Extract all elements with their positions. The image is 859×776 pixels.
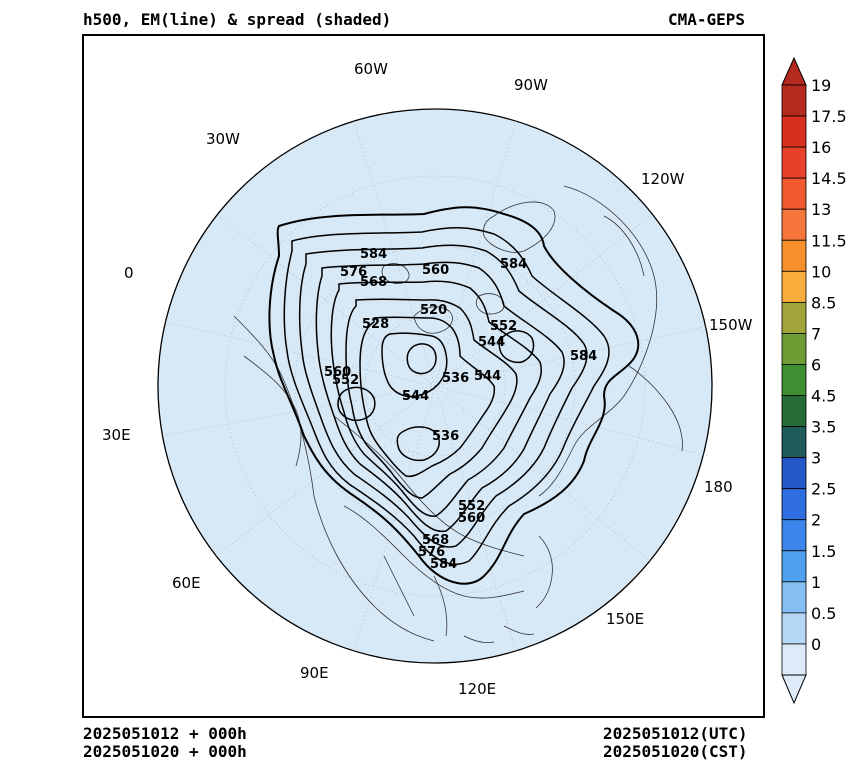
- mean-contours: [268, 206, 640, 585]
- colorbar-swatch: [781, 177, 807, 210]
- colorbar-tick-label: 1.5: [811, 542, 836, 561]
- colorbar-tick-label: 0.5: [811, 604, 836, 623]
- contour-label: 584: [500, 257, 527, 272]
- colorbar-tick-label: 3: [811, 449, 821, 468]
- colorbar-tick-label: 11.5: [811, 231, 847, 250]
- graticule: [161, 120, 710, 652]
- valid-time-utc: 2025051012(UTC): [603, 724, 748, 743]
- colorbar-swatch: [781, 581, 807, 614]
- colorbar-tick-label: 4.5: [811, 387, 836, 406]
- lon-label-90w: 90W: [514, 76, 548, 94]
- contour-label: 560: [422, 263, 449, 278]
- colorbar-swatch: [781, 457, 807, 490]
- colorbar-swatch: [781, 146, 807, 179]
- contour-label: 568: [422, 533, 449, 548]
- colorbar: 1917.51614.51311.5108.5764.53.532.521.51…: [781, 56, 847, 705]
- init-time-cst: 2025051020 + 000h: [83, 742, 247, 761]
- colorbar-swatch: [781, 208, 807, 241]
- colorbar-tick-label: 2.5: [811, 480, 836, 499]
- contour-label: 552: [490, 319, 517, 334]
- colorbar-tick-label: 19: [811, 76, 831, 95]
- init-time-utc: 2025051012 + 000h: [83, 724, 247, 743]
- contour-label: 560: [458, 511, 485, 526]
- colorbar-swatch: [781, 612, 807, 645]
- contour-label: 584: [360, 247, 387, 262]
- colorbar-tick-label: 6: [811, 355, 821, 374]
- colorbar-tick-label: 17.5: [811, 107, 847, 126]
- colorbar-swatch: [781, 519, 807, 552]
- colorbar-swatch: [781, 239, 807, 272]
- colorbar-swatch: [781, 333, 807, 365]
- colorbar-bottom-arrow: [781, 674, 807, 705]
- lon-label-150e: 150E: [606, 610, 644, 628]
- map-frame: 60W 90W 30W 120W 0 150W 30E 180 60E 150E…: [82, 34, 765, 718]
- colorbar-swatch: [781, 364, 807, 396]
- contour-label: 584: [430, 557, 457, 572]
- lon-label-120w: 120W: [641, 170, 685, 188]
- contour-label: 544: [402, 389, 429, 404]
- lon-label-180: 180: [704, 478, 733, 496]
- colorbar-top-arrow: [781, 56, 807, 86]
- contour-label: 528: [362, 317, 389, 332]
- chart-title: h500, EM(line) & spread (shaded): [83, 10, 392, 29]
- lon-label-150w: 150W: [709, 316, 753, 334]
- colorbar-tick-label: 16: [811, 138, 831, 157]
- colorbar-swatch: [781, 84, 807, 117]
- contour-label: 568: [360, 275, 387, 290]
- valid-time-cst: 2025051020(CST): [603, 742, 748, 761]
- contour-label: 552: [332, 373, 359, 388]
- contour-label: 584: [570, 349, 597, 364]
- colorbar-swatch: [781, 550, 807, 583]
- colorbar-swatch: [781, 426, 807, 459]
- lon-label-60w: 60W: [354, 60, 388, 78]
- polar-map: 60W 90W 30W 120W 0 150W 30E 180 60E 150E…: [102, 60, 753, 698]
- contour-label: 544: [478, 335, 505, 350]
- colorbar-swatch: [781, 488, 807, 521]
- contour-label: 552: [458, 499, 485, 514]
- lon-label-90e: 90E: [300, 664, 329, 682]
- contour-label: 520: [420, 303, 447, 318]
- lon-label-120e: 120E: [458, 680, 496, 698]
- contour-label: 576: [340, 265, 367, 280]
- colorbar-tick-label: 13: [811, 200, 831, 219]
- contour-label: 576: [418, 545, 445, 560]
- colorbar-tick-label: 2: [811, 511, 821, 530]
- colorbar-swatch: [781, 115, 807, 148]
- lon-label-60e: 60E: [172, 574, 201, 592]
- coastlines: [233, 185, 683, 644]
- colorbar-swatch: [781, 395, 807, 427]
- colorbar-tick-label: 1: [811, 573, 821, 592]
- colorbar-tick-label: 3.5: [811, 418, 836, 437]
- model-label: CMA-GEPS: [668, 10, 746, 29]
- contour-label: 560: [324, 365, 351, 380]
- lon-label-30w: 30W: [206, 130, 240, 148]
- colorbar-swatch: [781, 270, 807, 303]
- colorbar-tick-label: 10: [811, 262, 831, 281]
- colorbar-tick-label: 14.5: [811, 169, 847, 188]
- contour-label: 536: [432, 429, 459, 444]
- contour-label: 544: [474, 369, 501, 384]
- contour-labels: 584 560 576 568 584 520 528 552 544 584 …: [324, 247, 597, 572]
- colorbar-tick-label: 0: [811, 635, 821, 654]
- colorbar-swatch: [781, 643, 807, 676]
- colorbar-swatch: [781, 301, 807, 334]
- colorbar-tick-label: 7: [811, 324, 821, 343]
- colorbar-tick-label: 8.5: [811, 293, 836, 312]
- lon-label-0: 0: [124, 264, 134, 282]
- contour-label: 536: [442, 371, 469, 386]
- lon-label-30e: 30E: [102, 426, 131, 444]
